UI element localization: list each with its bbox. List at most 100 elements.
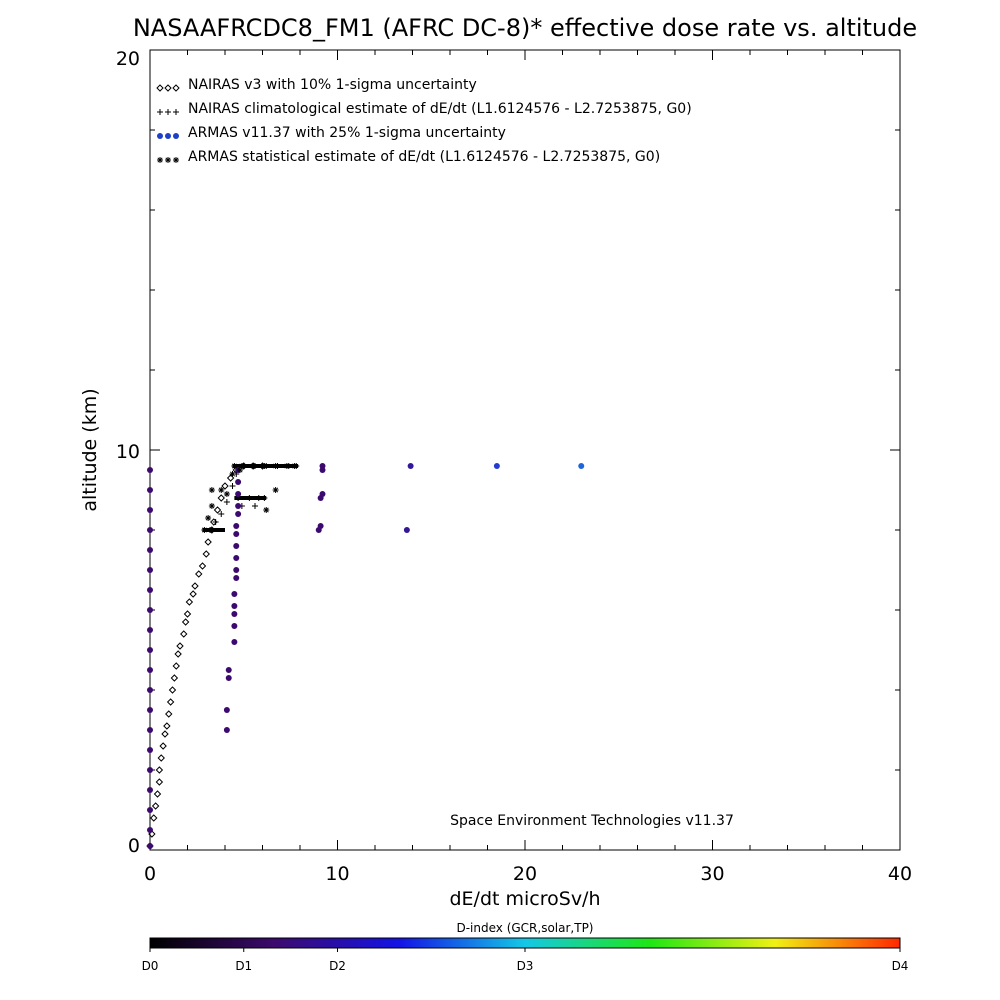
armas-point [235, 503, 242, 509]
armas-point [147, 807, 153, 813]
armas-point [223, 727, 230, 733]
y-tick-label-20: 20 [116, 48, 140, 70]
colorbar-labels: D0 D1 D2 D3 D4 [142, 948, 909, 973]
armas-point [403, 527, 410, 533]
x-tick-label-10: 10 [325, 863, 349, 885]
nairas-point [176, 642, 184, 650]
legend-label-armas-statistical: ARMAS statistical estimate of dE/dt (L1.… [188, 149, 660, 165]
armas-point [147, 707, 153, 713]
nairas-point [213, 506, 222, 514]
x-tick-label-20: 20 [513, 863, 537, 885]
nairas-point [183, 610, 192, 618]
armas-point [147, 467, 153, 473]
nairas-point [170, 674, 179, 682]
armas-point [233, 575, 240, 581]
legend-symbol-armas-statistical [157, 157, 179, 163]
nairas-point [153, 790, 162, 798]
nairas-point [168, 686, 177, 694]
y-axis-label: altitude (km) [79, 388, 101, 511]
nairas-point [163, 722, 171, 730]
armas-point [223, 707, 230, 713]
legend-marker [172, 84, 180, 92]
x-tick-label-0: 0 [144, 863, 156, 885]
nairas-climatological-point [252, 503, 258, 509]
legend-marker [164, 84, 172, 92]
armas-point [319, 491, 326, 497]
nairas-point [172, 662, 180, 670]
nairas-point [202, 550, 210, 558]
armas-point [235, 479, 242, 485]
legend-marker [173, 157, 179, 163]
nairas-point [150, 814, 158, 822]
legend-label-armas: ARMAS v11.37 with 25% 1-sigma uncertaint… [188, 125, 506, 141]
armas-point [147, 547, 153, 553]
nairas-climatological-point [261, 495, 268, 501]
nairas-climatological-point [229, 483, 236, 489]
x-tick-label-30: 30 [700, 863, 724, 885]
nairas-point [161, 730, 169, 738]
nairas-climatological-point [218, 511, 225, 517]
armas-point [147, 507, 153, 513]
armas-point [147, 627, 153, 633]
legend-marker [173, 133, 179, 139]
colorbar-label-d4: D4 [892, 959, 909, 973]
nairas-point [157, 754, 165, 762]
armas-statistical-point [272, 487, 279, 493]
nairas-point [159, 742, 167, 750]
armas-point [147, 843, 153, 849]
legend-label-nairas: NAIRAS v3 with 10% 1-sigma uncertainty [188, 77, 477, 93]
armas-statistical-point [283, 463, 290, 469]
armas-point [233, 567, 240, 573]
armas-point [317, 523, 324, 529]
armas-point [319, 463, 326, 469]
colorbar-label-d2: D2 [329, 959, 346, 973]
armas-statistical-point [272, 463, 279, 469]
legend-symbol-armas [157, 133, 179, 139]
nairas-climatological-point [223, 499, 230, 505]
armas-point [147, 607, 153, 613]
x-tick-label-40: 40 [888, 863, 912, 885]
colorbar-label-d1: D1 [235, 959, 252, 973]
nairas-point [155, 766, 164, 774]
armas-statistical-point [237, 467, 243, 473]
armas-statistical-point [238, 463, 245, 469]
armas-point [147, 767, 153, 773]
legend-marker [157, 133, 163, 139]
armas-point [235, 491, 242, 497]
armas-statistical-point [218, 487, 225, 493]
legend-symbol-nairas-climatological [157, 109, 179, 115]
colorbar-title: D-index (GCR,solar,TP) [456, 921, 593, 935]
legend-marker [165, 133, 171, 139]
armas-point [233, 523, 240, 529]
armas-point [231, 639, 238, 645]
armas-point [231, 603, 238, 609]
chart-title: NASAAFRCDC8_FM1 (AFRC DC-8)* effective d… [133, 14, 917, 42]
colorbar-label-d3: D3 [517, 959, 534, 973]
nairas-climatological-point [212, 519, 219, 525]
armas-statistical-point [231, 463, 238, 469]
nairas-point [174, 650, 182, 658]
nairas-climatological-point [207, 527, 213, 533]
legend-marker [157, 109, 163, 115]
nairas-point [189, 590, 197, 598]
armas-point [147, 747, 153, 753]
armas-statistical-point [205, 515, 212, 521]
armas-point [231, 623, 238, 629]
x-axis-ticks [149, 50, 901, 850]
armas-statistical-point [223, 491, 230, 497]
armas-statistical-point [263, 507, 270, 513]
nairas-point [198, 562, 207, 570]
nairas-point [191, 582, 199, 590]
y-tick-label-0: 0 [128, 835, 140, 857]
armas-point [578, 463, 585, 469]
armas-point [147, 567, 153, 573]
nairas-point [148, 830, 156, 838]
nairas-point [195, 570, 203, 578]
nairas-point [217, 494, 225, 502]
nairas-point [204, 538, 212, 546]
legend-marker [165, 109, 171, 115]
legend-marker [156, 84, 164, 92]
armas-point [225, 675, 232, 681]
colorbar [149, 937, 901, 949]
